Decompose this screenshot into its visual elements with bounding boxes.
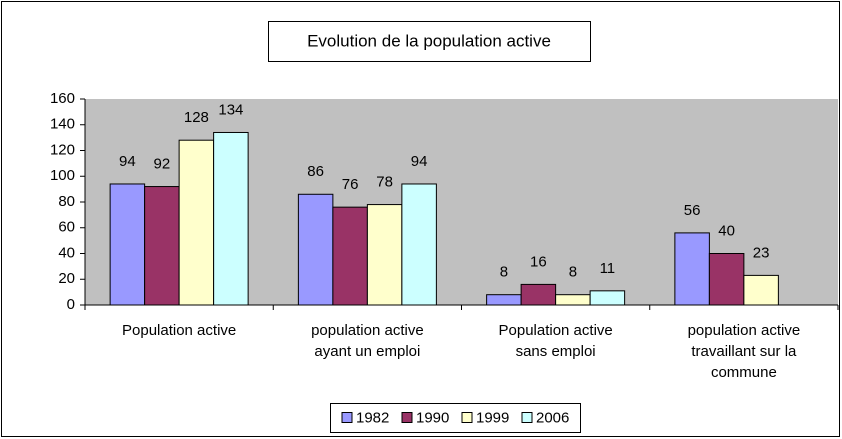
value-label: 76 [342, 176, 359, 193]
value-label: 8 [500, 264, 508, 281]
legend-label: 1999 [476, 409, 509, 426]
x-tick-label-line: sans emploi [516, 343, 596, 360]
bar [555, 294, 591, 306]
bar [743, 274, 779, 306]
bar [144, 186, 180, 306]
x-tick-label-line: travaillant sur la [691, 343, 797, 360]
value-label: 23 [753, 244, 770, 261]
x-tick-label: Population active [122, 322, 236, 339]
legend-swatch [341, 412, 353, 423]
bar [332, 206, 368, 306]
bar [366, 204, 403, 306]
x-tick-label-line: population active [311, 322, 424, 339]
legend-swatch [521, 412, 533, 423]
value-label: 94 [119, 153, 136, 170]
x-tick-label: population active travaillant sur la commu… [688, 322, 801, 381]
bar [401, 183, 437, 306]
y-tick-label: 80 [58, 193, 75, 210]
y-tick-label: 0 [67, 296, 75, 313]
bar [589, 290, 626, 306]
bar [178, 139, 215, 306]
x-tick-label-line: Population active [499, 322, 613, 339]
value-label: 56 [684, 202, 701, 219]
legend-swatch [401, 412, 413, 423]
bar [109, 183, 146, 306]
bar [486, 294, 522, 306]
bar [674, 232, 710, 306]
legend-label: 2006 [536, 409, 569, 426]
value-label: 16 [530, 253, 547, 270]
value-label: 40 [718, 222, 735, 239]
legend-label: 1982 [356, 409, 389, 426]
bar [297, 193, 334, 306]
value-label: 86 [307, 163, 324, 180]
bar [213, 131, 249, 306]
x-tick-label-line: Population active [122, 322, 236, 339]
value-label: 128 [184, 109, 209, 126]
bar [520, 283, 557, 306]
value-label: 134 [218, 101, 243, 118]
chart-title: Evolution de la population active [307, 31, 551, 50]
legend-label: 1990 [416, 409, 449, 426]
y-tick-label: 100 [50, 167, 75, 184]
value-label: 94 [411, 153, 428, 170]
legend-box [330, 403, 581, 433]
x-tick-label-line: commune [711, 364, 777, 381]
legend-swatch [461, 412, 473, 423]
x-tick-label-line: population active [688, 322, 801, 339]
x-tick-label: Population active sans emploi [499, 322, 613, 360]
y-tick-label: 120 [50, 141, 75, 158]
y-tick-label: 40 [58, 244, 75, 261]
value-label: 92 [154, 156, 171, 173]
y-tick-label: 60 [58, 219, 75, 236]
x-tick-label: population active ayant un emploi [311, 322, 424, 360]
title-box [268, 21, 591, 62]
y-tick-label: 20 [58, 270, 75, 287]
y-tick-label: 140 [50, 116, 75, 133]
y-tick-label: 160 [50, 90, 75, 107]
value-label: 11 [600, 260, 616, 277]
x-tick-label-line: ayant un emploi [314, 343, 420, 360]
bar [708, 253, 745, 306]
value-label: 78 [376, 174, 393, 191]
value-label: 8 [569, 264, 577, 281]
